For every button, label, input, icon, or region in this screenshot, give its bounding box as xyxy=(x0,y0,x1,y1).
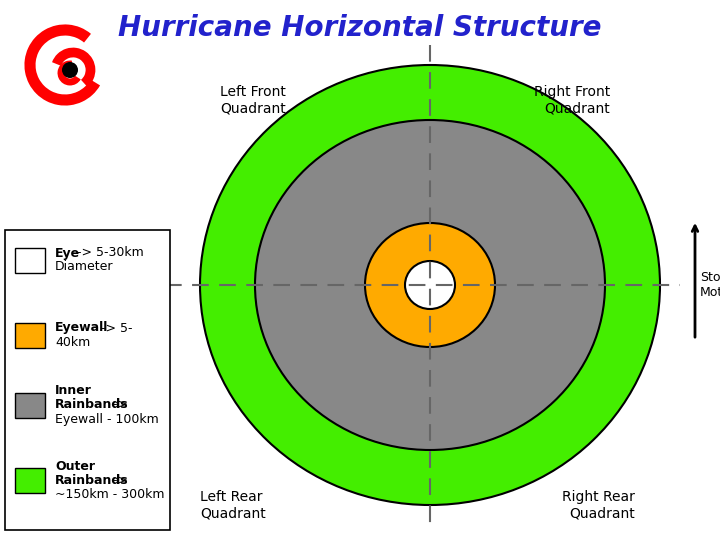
Text: Rainbands: Rainbands xyxy=(55,474,129,487)
Text: Hurricane Horizontal Structure: Hurricane Horizontal Structure xyxy=(118,14,602,42)
Text: Inner: Inner xyxy=(55,384,92,397)
Text: Right Rear
Quadrant: Right Rear Quadrant xyxy=(562,490,635,520)
Text: Eye: Eye xyxy=(55,246,80,260)
FancyBboxPatch shape xyxy=(15,393,45,418)
Ellipse shape xyxy=(200,65,660,505)
Text: -> 5-30km: -> 5-30km xyxy=(73,246,144,260)
Text: Eyewall: Eyewall xyxy=(55,321,109,334)
FancyBboxPatch shape xyxy=(15,468,45,493)
FancyBboxPatch shape xyxy=(5,230,170,530)
Text: Left Rear
Quadrant: Left Rear Quadrant xyxy=(200,490,266,520)
Text: Right Front
Quadrant: Right Front Quadrant xyxy=(534,85,610,115)
Ellipse shape xyxy=(365,223,495,347)
Ellipse shape xyxy=(405,261,455,309)
Text: ->: -> xyxy=(109,399,128,411)
Text: -> 5-: -> 5- xyxy=(97,321,132,334)
Text: Eyewall - 100km: Eyewall - 100km xyxy=(55,413,158,426)
Text: ~150km - 300km: ~150km - 300km xyxy=(55,488,164,501)
Text: Left Front
Quadrant: Left Front Quadrant xyxy=(220,85,286,115)
Text: Outer: Outer xyxy=(55,460,95,472)
Text: ->: -> xyxy=(109,474,128,487)
Text: 40km: 40km xyxy=(55,335,90,348)
FancyBboxPatch shape xyxy=(15,323,45,348)
Circle shape xyxy=(62,62,78,78)
Text: Rainbands: Rainbands xyxy=(55,399,129,411)
Text: Diameter: Diameter xyxy=(55,260,114,273)
Text: Storm
Motion: Storm Motion xyxy=(700,271,720,299)
Ellipse shape xyxy=(255,120,605,450)
FancyBboxPatch shape xyxy=(15,248,45,273)
